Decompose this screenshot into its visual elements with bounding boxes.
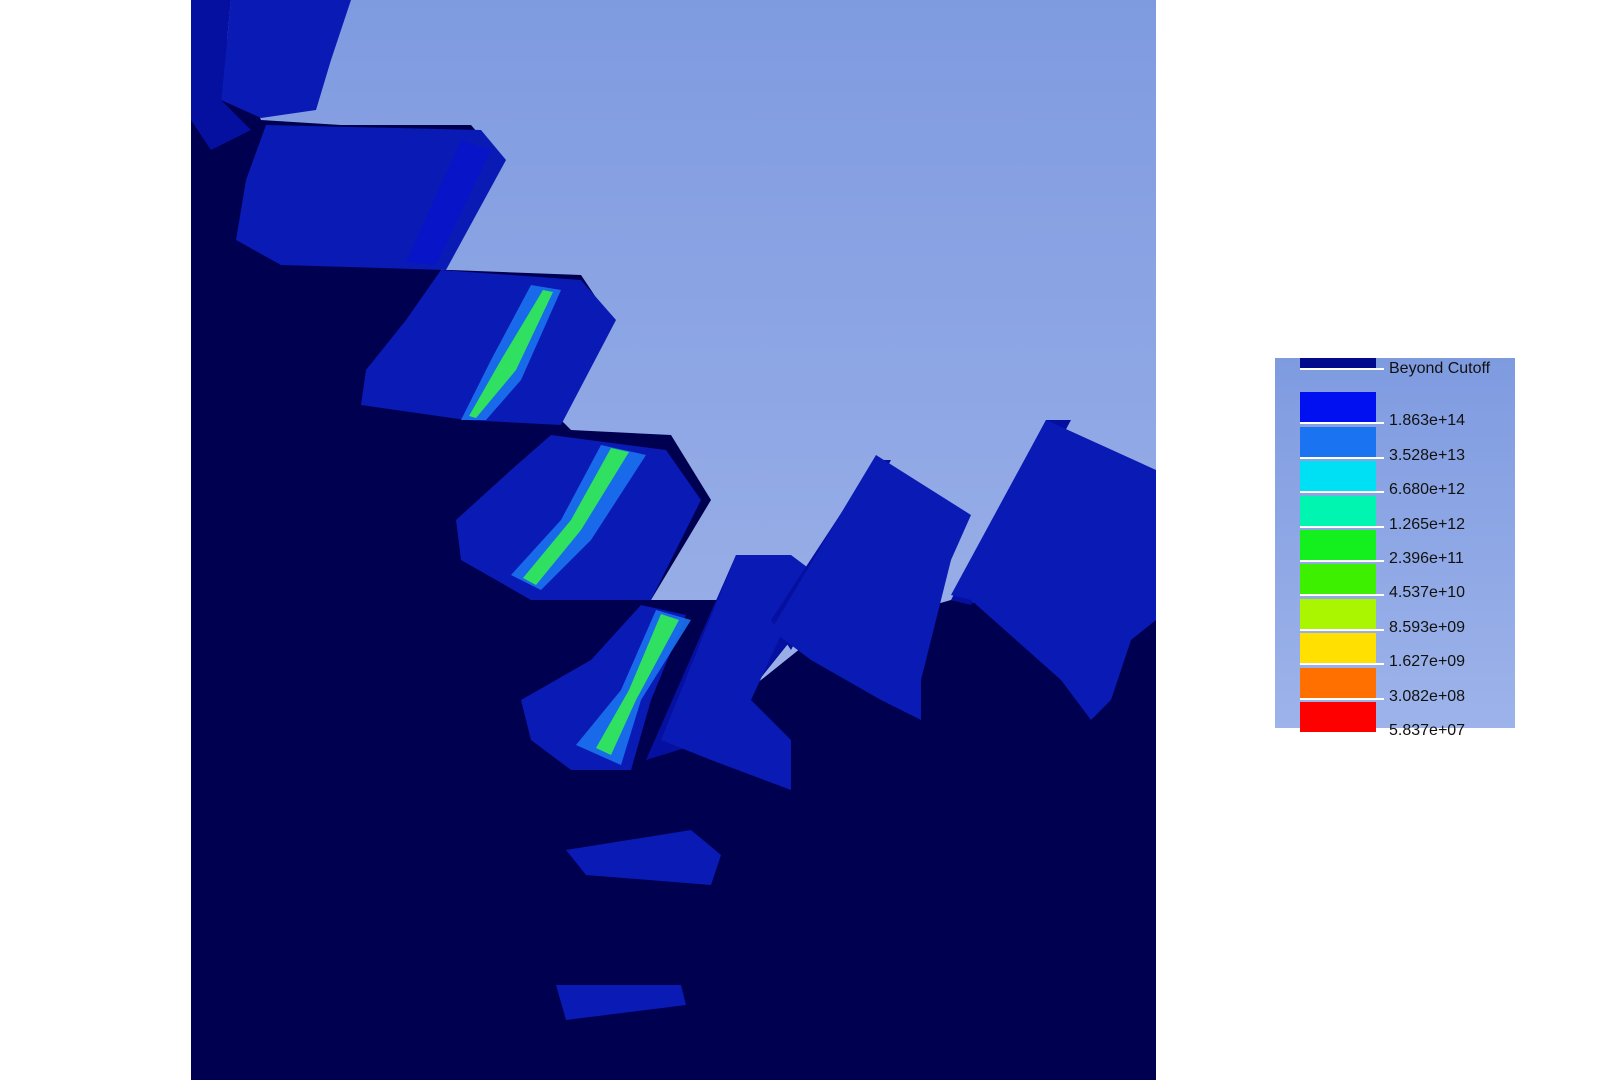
legend-swatch xyxy=(1300,495,1376,526)
legend-label: 1.265e+12 xyxy=(1389,515,1466,533)
legend-swatch xyxy=(1300,564,1376,595)
legend-divider xyxy=(1300,456,1384,459)
legend-divider xyxy=(1300,525,1384,528)
legend-divider xyxy=(1300,732,1384,734)
legend-divider xyxy=(1300,560,1384,562)
legend-divider xyxy=(1300,368,1384,370)
rack-tooth-2-face xyxy=(771,455,971,720)
gear-tooth-1-side xyxy=(191,0,251,150)
stress-core-5 xyxy=(596,614,679,755)
legend-divider xyxy=(1300,422,1384,425)
gear-tooth-7 xyxy=(556,985,686,1020)
legend-swatch xyxy=(1300,598,1376,629)
gear-tooth-1 xyxy=(221,0,351,118)
legend-divider xyxy=(1300,663,1384,666)
legend-divider xyxy=(1300,628,1384,631)
legend-label: 4.537e+10 xyxy=(1389,584,1466,602)
gear-tooth-2-edge xyxy=(406,140,491,265)
legend-swatch xyxy=(1300,667,1376,698)
legend-swatch xyxy=(1300,530,1376,560)
stress-core-3 xyxy=(469,290,553,418)
stress-core-4 xyxy=(523,448,629,585)
legend-label: 1.863e+14 xyxy=(1389,412,1466,430)
legend-swatch xyxy=(1300,426,1376,457)
legend-label: 1.627e+09 xyxy=(1389,653,1466,671)
legend-label: 6.680e+12 xyxy=(1389,481,1466,499)
gear-mesh-render xyxy=(191,0,1156,1080)
legend-swatch xyxy=(1300,633,1376,664)
model-viewport[interactable] xyxy=(191,0,1156,1080)
legend-divider xyxy=(1300,594,1384,597)
gear-tooth-6 xyxy=(566,830,721,885)
legend-divider xyxy=(1300,491,1384,494)
legend-label: Beyond Cutoff xyxy=(1389,360,1491,377)
rack-tooth-1-face xyxy=(661,555,811,790)
color-legend: Beyond Cutoff 1.863e+14 3.528e+13 6.680e+12… xyxy=(1275,358,1515,739)
legend-swatch xyxy=(1300,702,1376,732)
legend-swatch xyxy=(1300,461,1376,492)
legend-label: 8.593e+09 xyxy=(1389,618,1466,636)
legend-label: 2.396e+11 xyxy=(1389,550,1464,567)
legend-divider xyxy=(1300,697,1384,700)
legend-label: 3.082e+08 xyxy=(1389,687,1466,705)
legend-label: 5.837e+07 xyxy=(1389,722,1466,739)
rack-tooth-3-face xyxy=(951,420,1156,720)
legend-label: 3.528e+13 xyxy=(1389,446,1466,464)
legend-swatch xyxy=(1300,392,1376,423)
legend-swatch xyxy=(1300,358,1376,368)
